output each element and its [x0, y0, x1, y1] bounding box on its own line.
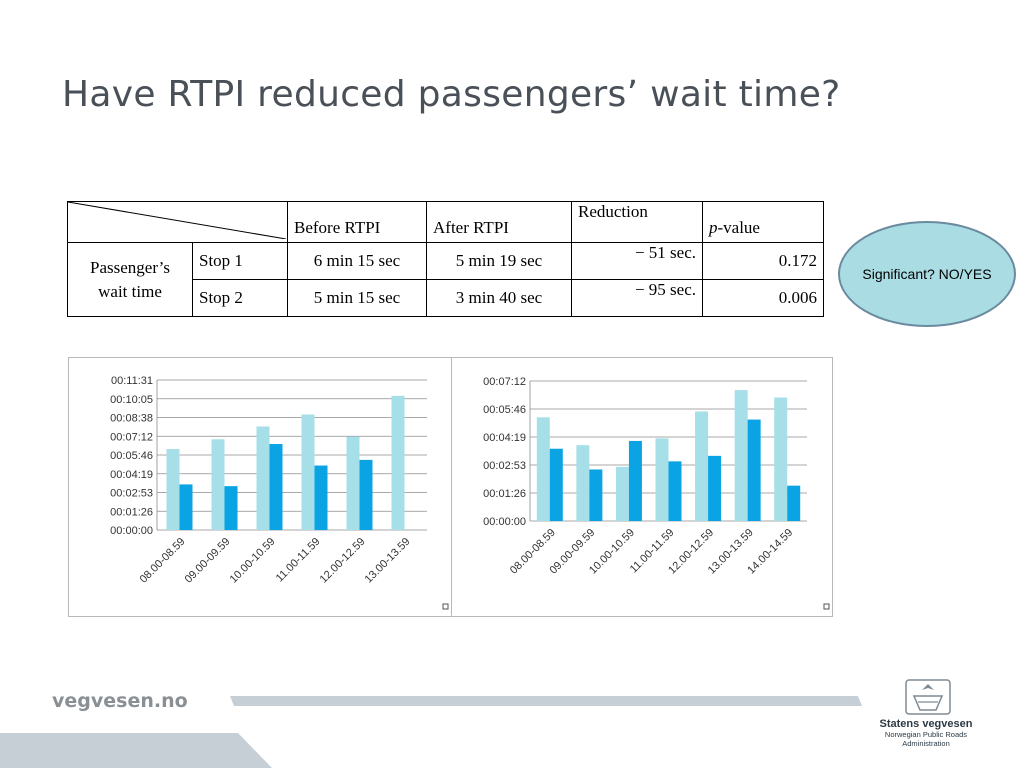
org-name: Statens vegvesen — [879, 718, 973, 730]
pvalue-italic: p — [709, 218, 718, 237]
stop-label: Stop 1 — [192, 242, 288, 280]
x-tick-label: 10.00-10.59 — [228, 536, 278, 586]
chart-stop-1-svg: 00:00:00 00:01:26 00:02:53 00:04:19 00:05:46… — [110, 375, 449, 610]
y-tick-label: 00:01:26 — [110, 506, 153, 518]
y-tick-label: 00:11:31 — [111, 375, 153, 387]
after-value: 3 min 40 sec — [426, 279, 572, 317]
bar-after — [269, 444, 283, 530]
after-value: 5 min 19 sec — [426, 242, 572, 280]
y-tick-label: 00:07:12 — [483, 376, 526, 388]
site-brand: vegvesen.no — [52, 690, 188, 712]
pvalue-suffix: -value — [717, 218, 760, 237]
bar-before — [346, 436, 360, 530]
y-tick-label: 00:05:46 — [110, 450, 153, 462]
x-tick-label: 08.00-08.59 — [138, 536, 188, 586]
significance-oval: Significant? NO/YES — [838, 221, 1016, 327]
bar-before — [211, 439, 225, 530]
before-value: 6 min 15 sec — [287, 242, 427, 280]
bar-after — [787, 485, 801, 521]
chart-stop-2-svg: 00:00:00 00:01:26 00:02:53 00:04:19 00:05:46… — [483, 376, 830, 610]
bar-before — [536, 417, 550, 521]
table-header-row: Before RTPI After RTPI Reduction p-value — [67, 201, 824, 243]
norwegian-roads-logo-icon — [905, 679, 951, 715]
bar-before — [256, 426, 270, 530]
bar-after — [179, 484, 193, 530]
chart-stop-1: 00:00:00 00:01:26 00:02:53 00:04:19 00:05:46… — [68, 357, 452, 617]
slide-title: Have RTPI reduced passengers’ wait time? — [62, 74, 841, 115]
pvalue-value: 0.006 — [702, 279, 824, 317]
reduction-value: − 95 sec. — [571, 279, 703, 317]
y-tick-label: 00:10:05 — [110, 394, 153, 406]
bar-before — [655, 438, 669, 521]
bar-before — [301, 414, 315, 530]
stop-label: Stop 2 — [192, 279, 288, 317]
y-tick-label: 00:02:53 — [483, 460, 526, 472]
y-tick-label: 00:00:00 — [110, 525, 153, 537]
resize-handle — [442, 603, 449, 610]
y-tick-label: 00:04:19 — [483, 432, 526, 444]
pvalue-value: 0.172 — [702, 242, 824, 280]
header-before: Before RTPI — [287, 201, 427, 243]
bar-before — [615, 466, 629, 521]
org-logo-text: Statens vegvesen Norwegian Public Roads … — [862, 718, 990, 748]
y-tick-label: 00:01:26 — [483, 488, 526, 500]
y-tick-label: 00:04:19 — [110, 469, 153, 481]
resize-handle — [823, 603, 830, 610]
y-tick-label: 00:00:00 — [483, 516, 526, 528]
bar-after — [589, 469, 603, 521]
bar-after — [668, 461, 682, 521]
bar-after — [224, 486, 238, 530]
table-row: Passenger’s wait time Stop 1 6 min 15 se… — [67, 242, 824, 317]
results-table: Before RTPI After RTPI Reduction p-value… — [67, 201, 824, 317]
bar-before — [391, 395, 405, 530]
bar-before — [695, 411, 709, 521]
footer-stripes — [0, 696, 862, 768]
x-tick-label: 09.00-09.59 — [183, 536, 233, 586]
bar-after — [628, 440, 642, 521]
y-tick-label: 00:08:38 — [110, 413, 153, 425]
header-reduction: Reduction — [571, 201, 703, 243]
before-value: 5 min 15 sec — [287, 279, 427, 317]
bar-after — [747, 419, 761, 521]
reduction-value: − 51 sec. — [571, 242, 703, 280]
bar-after — [708, 455, 722, 521]
header-pvalue: p-value — [702, 201, 824, 243]
row-group-label: Passenger’s wait time — [67, 242, 193, 317]
y-tick-label: 00:07:12 — [110, 431, 153, 443]
diagonal-line — [68, 202, 286, 239]
org-sub-2: Administration — [902, 739, 950, 748]
bar-after — [549, 448, 563, 521]
y-tick-label: 00:02:53 — [110, 488, 153, 500]
y-tick-label: 00:05:46 — [483, 404, 526, 416]
bar-before — [166, 449, 180, 530]
org-sub-1: Norwegian Public Roads — [884, 730, 968, 739]
bar-after — [314, 465, 328, 530]
x-tick-label: 13.00-13.59 — [363, 536, 413, 586]
x-tick-label: 12.00-12.59 — [318, 536, 368, 586]
bar-before — [576, 445, 590, 521]
chart-stop-2: 00:00:00 00:01:26 00:02:53 00:04:19 00:05:46… — [451, 357, 833, 617]
x-tick-label: 11.00-11.59 — [274, 536, 323, 585]
table-row: Stop 2 5 min 15 sec 3 min 40 sec − 95 se… — [68, 279, 824, 317]
bar-before — [774, 397, 788, 521]
header-after: After RTPI — [426, 201, 572, 243]
diagonal-header-cell — [67, 201, 288, 243]
bar-before — [734, 390, 748, 521]
bar-after — [359, 459, 373, 530]
significance-label: Significant? NO/YES — [862, 266, 992, 282]
